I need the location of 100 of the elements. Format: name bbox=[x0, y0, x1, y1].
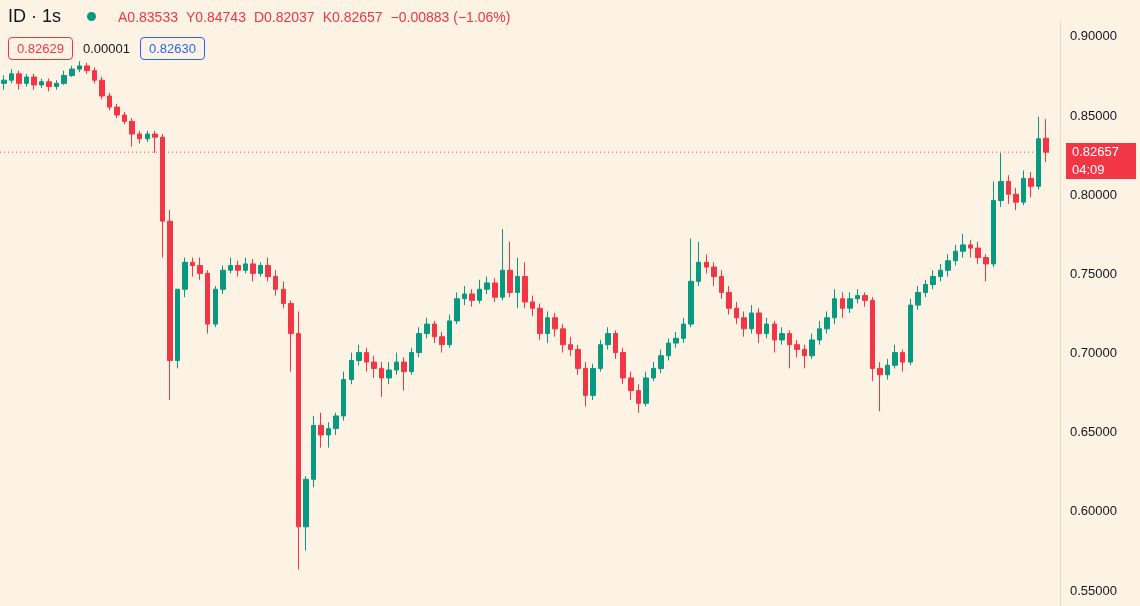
candlestick bbox=[1021, 169, 1026, 206]
candlestick bbox=[409, 347, 414, 376]
candlestick bbox=[16, 70, 22, 91]
candlestick bbox=[892, 344, 898, 369]
candlestick bbox=[885, 358, 890, 381]
candlestick bbox=[137, 130, 142, 145]
candlestick bbox=[54, 79, 59, 91]
candlestick bbox=[552, 312, 558, 338]
candlestick bbox=[870, 296, 875, 382]
y-tick-label: 0.90000 bbox=[1070, 28, 1117, 44]
candlestick bbox=[77, 60, 82, 73]
candlestick bbox=[923, 279, 928, 298]
candlestick bbox=[281, 280, 286, 309]
text: 04:09 bbox=[1066, 161, 1136, 180]
candlestick bbox=[46, 78, 52, 92]
candlestick bbox=[500, 228, 505, 301]
candlestick bbox=[296, 310, 301, 571]
candlestick bbox=[484, 276, 490, 295]
candlestick bbox=[688, 238, 694, 328]
candlestick bbox=[424, 317, 430, 339]
annotation: Y0.84743 bbox=[185, 8, 246, 25]
candlestick bbox=[756, 307, 762, 344]
candlestick bbox=[938, 263, 943, 282]
candlestick bbox=[1028, 171, 1034, 198]
candlestick bbox=[832, 288, 837, 325]
candlestick bbox=[537, 303, 543, 341]
candlestick bbox=[560, 323, 566, 354]
candlestick bbox=[507, 241, 513, 298]
candlestick bbox=[741, 310, 747, 338]
candlestick bbox=[598, 339, 603, 373]
candlestick bbox=[341, 371, 346, 422]
candlestick bbox=[69, 65, 75, 78]
candlestick bbox=[719, 269, 724, 300]
candlestick bbox=[371, 355, 377, 379]
candlestick bbox=[167, 209, 173, 401]
candlestick bbox=[197, 257, 203, 281]
candlestick bbox=[349, 352, 354, 385]
candlestick bbox=[764, 317, 769, 339]
candlestick bbox=[401, 356, 407, 392]
candlestick bbox=[39, 78, 44, 89]
candlestick bbox=[545, 310, 550, 344]
candlestick bbox=[840, 291, 845, 319]
candlestick bbox=[469, 288, 475, 308]
annotation: 0.00001 bbox=[83, 41, 130, 56]
candlestick bbox=[734, 301, 739, 325]
candlestick bbox=[673, 331, 679, 349]
candlestick bbox=[477, 279, 482, 304]
candlestick bbox=[1043, 118, 1049, 163]
candlestick bbox=[515, 257, 520, 309]
candlestick bbox=[394, 352, 399, 376]
candlestick bbox=[235, 260, 241, 278]
y-tick-label: 0.70000 bbox=[1070, 345, 1117, 361]
candlestick bbox=[122, 111, 127, 126]
candlestick bbox=[462, 285, 467, 306]
candlestick bbox=[749, 304, 754, 335]
candlestick bbox=[1, 74, 7, 91]
candlestick bbox=[726, 285, 732, 316]
candlestick bbox=[522, 261, 528, 309]
candlestick bbox=[862, 291, 868, 308]
candlestick bbox=[908, 298, 913, 366]
candlestick bbox=[288, 299, 294, 373]
candlestick bbox=[273, 269, 278, 297]
candlestick bbox=[303, 475, 309, 552]
candlestick bbox=[182, 257, 188, 298]
candlestick bbox=[915, 285, 921, 311]
candlestick bbox=[877, 361, 883, 412]
candlestick bbox=[779, 326, 785, 346]
candlestick bbox=[356, 344, 362, 366]
candlestick bbox=[439, 331, 445, 354]
candlestick bbox=[975, 241, 981, 265]
candlestick bbox=[620, 347, 626, 385]
candlestick bbox=[99, 76, 105, 100]
candlestick bbox=[530, 295, 535, 317]
y-tick-label: 0.55000 bbox=[1070, 582, 1117, 598]
candlestick bbox=[92, 67, 97, 84]
chart-title: ID · 1s bbox=[8, 6, 62, 27]
candlestick bbox=[968, 239, 973, 259]
candlestick bbox=[333, 412, 339, 436]
candlestick bbox=[1006, 174, 1011, 205]
y-tick-label: 0.65000 bbox=[1070, 424, 1117, 440]
candlestick bbox=[613, 329, 618, 360]
candlestick bbox=[1036, 116, 1041, 190]
candlestick bbox=[24, 73, 29, 88]
candlestick bbox=[960, 233, 966, 259]
candlestick bbox=[991, 181, 996, 268]
candlestick bbox=[651, 361, 656, 382]
candlestick bbox=[454, 291, 460, 325]
candlestick bbox=[205, 269, 210, 335]
candlestick bbox=[847, 291, 853, 314]
candlestick bbox=[998, 152, 1004, 208]
candlestick bbox=[250, 258, 256, 282]
candlestick bbox=[213, 285, 218, 328]
annotation: A0.83533 bbox=[118, 8, 178, 25]
candlestick bbox=[636, 383, 641, 414]
candlestick bbox=[930, 269, 936, 290]
candlestick bbox=[145, 130, 150, 143]
candlestick bbox=[817, 320, 822, 346]
candlestick bbox=[945, 253, 951, 278]
candlestick bbox=[568, 336, 573, 357]
annotation: D0.82037 bbox=[253, 8, 315, 25]
